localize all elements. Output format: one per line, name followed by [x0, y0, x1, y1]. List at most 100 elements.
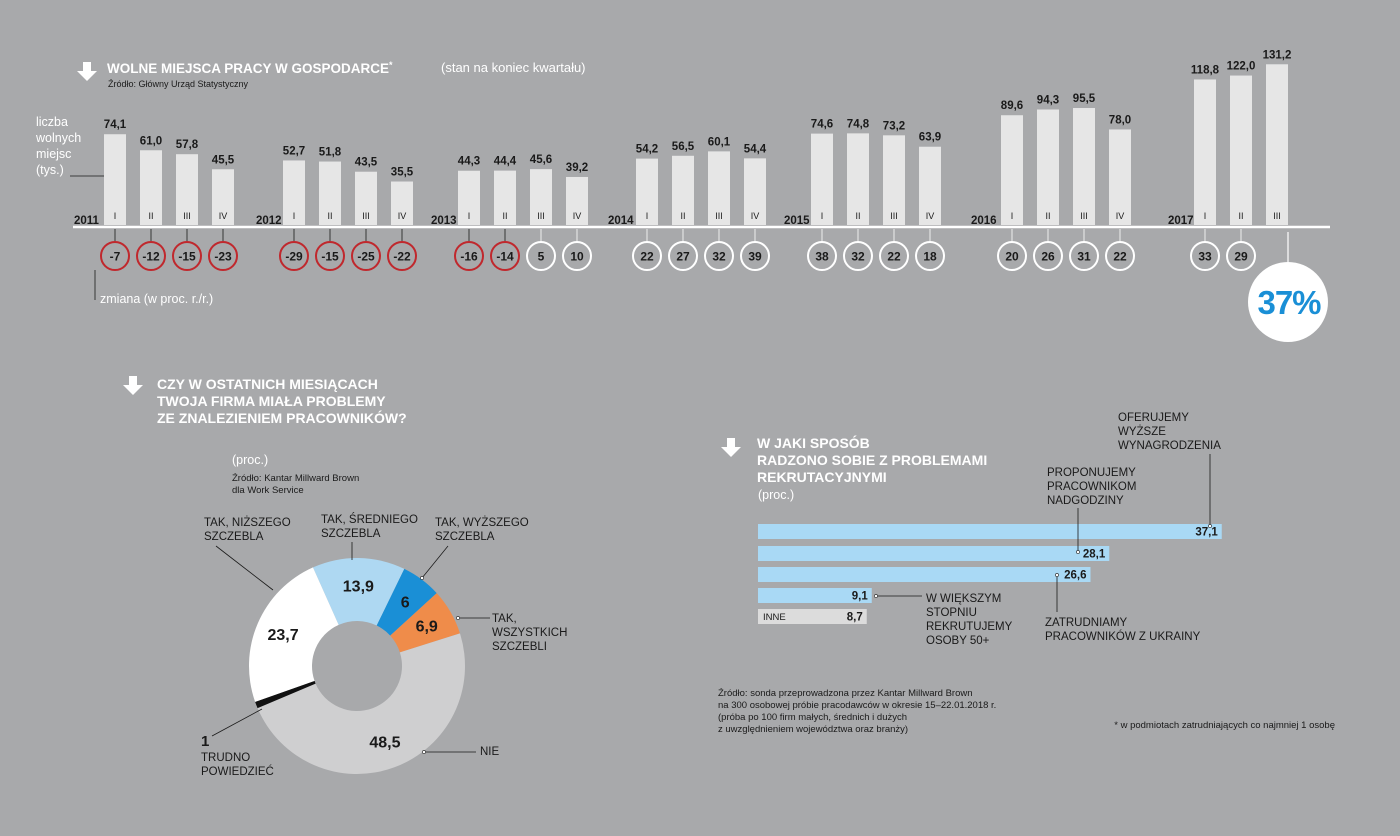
bar-value-label: 118,8: [1191, 64, 1220, 76]
year-label: 2016: [971, 215, 997, 227]
pie-annot-text: SZCZEBLA: [435, 531, 495, 543]
pie-annotations: TAK, NIŻSZEGO SZCZEBLA TAK, ŚREDNIEGO SZ…: [201, 513, 567, 778]
hbar-annot-dot: [1076, 550, 1080, 554]
pie-slice: [248, 567, 339, 702]
ylabel-line: miejsc: [36, 147, 71, 161]
quarter-label: III: [715, 211, 723, 221]
change-value: 26: [1041, 250, 1055, 264]
chart3-title-line: RADZONO SOBIE Z PROBLEMAMI: [757, 452, 987, 468]
chart1-source: Źródło: Główny Urząd Statystyczny: [108, 79, 249, 89]
bar: [140, 150, 162, 225]
bar-value-label: 44,3: [458, 156, 480, 168]
change-circle: [915, 241, 945, 271]
chart2-source-line: Źródło: Kantar Millward Brown: [232, 473, 359, 484]
change-value: 32: [851, 250, 865, 264]
pie-annot-leader: [215, 545, 274, 591]
pie-value-label: 6: [401, 595, 410, 612]
quarter-label: I: [114, 211, 117, 221]
bar-value-label: 44,4: [494, 156, 517, 168]
change-circle: [315, 241, 345, 271]
change-circle: [1033, 241, 1063, 271]
quarter-label: IV: [398, 211, 407, 221]
change-value: 10: [570, 250, 584, 264]
change-circle: [807, 241, 837, 271]
bar-value-label: 74,8: [847, 118, 870, 130]
bar: [391, 181, 413, 225]
year-label: 2014: [608, 215, 634, 227]
chart1-subtitle: (stan na koniec kwartału): [441, 60, 586, 75]
bar-value-label: 89,6: [1001, 100, 1023, 112]
pie-annot-text: WSZYSTKICH: [492, 627, 567, 639]
bar-value-label: 131,2: [1263, 49, 1292, 61]
hbar-category-label: INNE: [763, 612, 786, 623]
pie-slice: [257, 633, 466, 775]
pie-slice: [312, 558, 405, 626]
bar-value-label: 52,7: [283, 145, 305, 157]
bar: [494, 170, 516, 225]
chart2-header: CZY W OSTATNICH MIESIĄCACH TWOJA FIRMA M…: [123, 376, 407, 496]
chart2-title-line: ZE ZNALEZIENIEM PRACOWNIKÓW?: [157, 409, 407, 426]
change-value: 22: [640, 250, 654, 264]
quarter-label: III: [890, 211, 898, 221]
hbar-annotations: OFERUJEMY WYŻSZE WYNAGRODZENIA PROPONUJE…: [874, 412, 1221, 647]
change-circle: [843, 241, 873, 271]
pie-annot-text: SZCZEBLA: [204, 531, 264, 543]
change-value: 27: [676, 250, 690, 264]
chart3-header: W JAKI SPOSÓB RADZONO SOBIE Z PROBLEMAMI…: [721, 434, 987, 502]
change-value: -25: [357, 250, 375, 264]
pie-annot-text: TAK, WYŻSZEGO: [435, 516, 529, 529]
hbar: [758, 588, 872, 603]
ylabel-line: (tys.): [36, 163, 64, 177]
pie-value-label: 48,5: [369, 735, 400, 752]
quarter-label: II: [148, 211, 153, 221]
hbar-annot-text: WYNAGRODZENIA: [1118, 440, 1221, 452]
change-circle: [279, 241, 309, 271]
change-circle: [526, 241, 556, 271]
quarter-label: II: [502, 211, 507, 221]
quarter-label: IV: [926, 211, 935, 221]
hbar-value-label: 37,1: [1195, 527, 1218, 539]
chart1-changes: -7 -12 -15 -23 -29 -15 -25 -22 -16 -14 5 10 22 27 32 39…: [100, 229, 1256, 271]
pie-value-label: 6,9: [416, 619, 438, 636]
pie-slice: [390, 593, 460, 653]
change-value: -29: [285, 250, 303, 264]
change-circle: [1226, 241, 1256, 271]
bar: [176, 154, 198, 225]
bar-value-label: 60,1: [708, 136, 731, 148]
bar: [1037, 109, 1059, 225]
quarter-label: I: [1011, 211, 1014, 221]
pie-value-label: 23,7: [267, 627, 298, 644]
pie-annot-dot: [456, 616, 460, 620]
pie-annot-leader: [211, 708, 263, 737]
quarter-label: I: [821, 211, 824, 221]
quarter-label: II: [855, 211, 860, 221]
change-circle: [1105, 241, 1135, 271]
change-value: 22: [887, 250, 901, 264]
change-circle: [879, 241, 909, 271]
quarter-label: IV: [573, 211, 582, 221]
year-label: 2015: [784, 215, 810, 227]
hbar-annot-text: OFERUJEMY: [1118, 412, 1189, 424]
quarter-label: III: [1080, 211, 1088, 221]
hbar-annot-text: NADGODZINY: [1047, 495, 1124, 507]
change-value: -16: [460, 250, 478, 264]
quarter-label: III: [362, 211, 370, 221]
pie-annot-text: SZCZEBLI: [492, 641, 547, 653]
hbar-annot-text: STOPNIU: [926, 607, 977, 619]
year-label: 2011: [74, 215, 100, 227]
highlight-change-value: 37%: [1257, 284, 1321, 321]
change-legend: zmiana (w proc. r./r.): [94, 270, 213, 306]
highlight-change: 37%: [1248, 232, 1328, 342]
bar-value-label: 73,2: [883, 120, 905, 132]
quarter-label: III: [537, 211, 545, 221]
arrow-down-icon: [123, 376, 143, 395]
change-value: -12: [142, 250, 160, 264]
bar: [566, 176, 588, 225]
change-circle: [562, 241, 592, 271]
change-value: -7: [110, 250, 121, 264]
quarter-label: I: [468, 211, 471, 221]
change-circle: [387, 241, 417, 271]
bar: [708, 151, 730, 225]
hbar-annot-text: PROPONUJEMY: [1047, 467, 1136, 479]
arrow-down-icon: [721, 438, 741, 457]
